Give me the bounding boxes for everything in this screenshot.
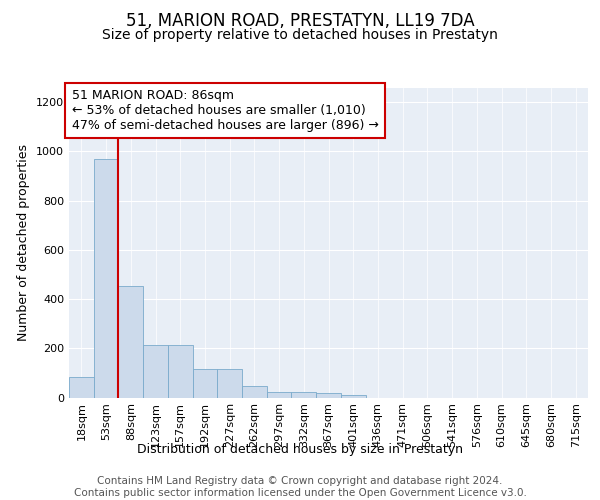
Text: 51, MARION ROAD, PRESTATYN, LL19 7DA: 51, MARION ROAD, PRESTATYN, LL19 7DA: [125, 12, 475, 30]
Bar: [217, 369, 242, 398]
Bar: [193, 369, 217, 398]
Text: 51 MARION ROAD: 86sqm
← 53% of detached houses are smaller (1,010)
47% of semi-d: 51 MARION ROAD: 86sqm ← 53% of detached …: [71, 89, 379, 132]
Bar: [316, 394, 341, 398]
Bar: [168, 344, 193, 398]
Text: Distribution of detached houses by size in Prestatyn: Distribution of detached houses by size …: [137, 442, 463, 456]
Bar: [292, 392, 316, 398]
Bar: [118, 286, 143, 398]
Bar: [94, 159, 118, 398]
Text: Size of property relative to detached houses in Prestatyn: Size of property relative to detached ho…: [102, 28, 498, 42]
Bar: [143, 344, 168, 398]
Bar: [69, 378, 94, 398]
Text: Contains HM Land Registry data © Crown copyright and database right 2024.
Contai: Contains HM Land Registry data © Crown c…: [74, 476, 526, 498]
Bar: [267, 392, 292, 398]
Bar: [242, 386, 267, 398]
Y-axis label: Number of detached properties: Number of detached properties: [17, 144, 31, 341]
Bar: [341, 395, 365, 398]
